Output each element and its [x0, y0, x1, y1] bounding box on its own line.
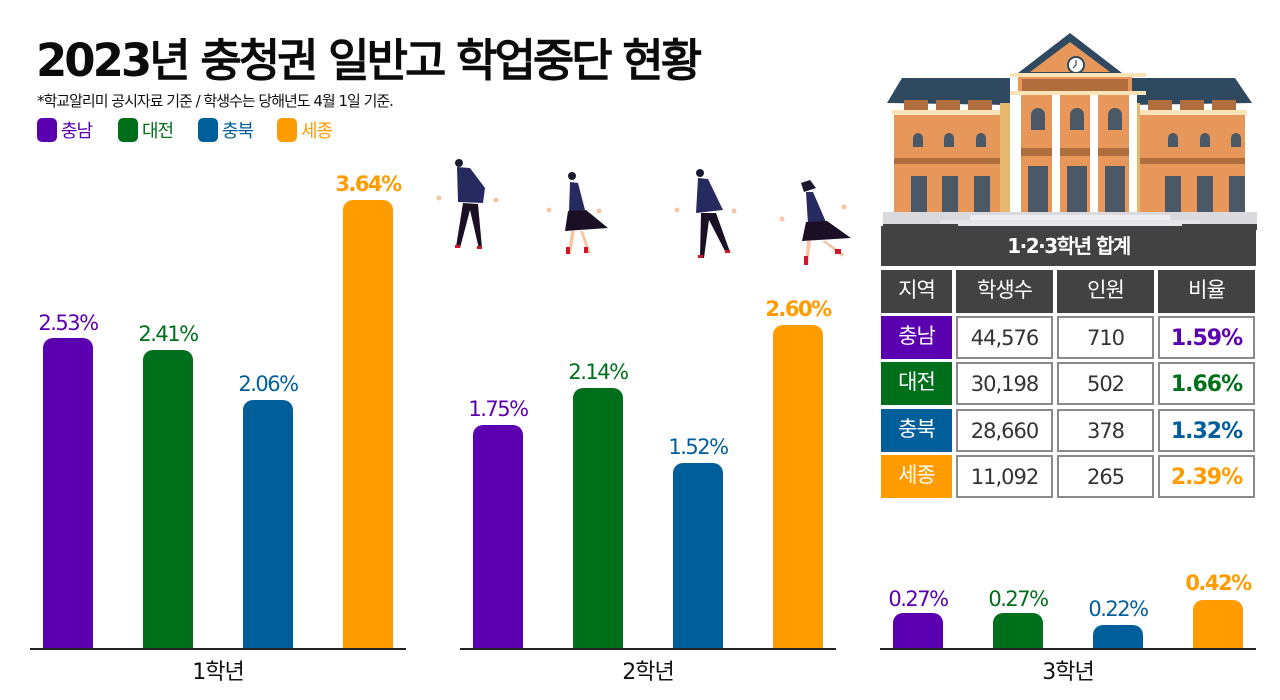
students-cell: 28,660 — [956, 409, 1053, 452]
axis-label: 2학년 — [622, 660, 674, 685]
bar-chungnam — [893, 613, 943, 649]
bar-value-daejeon: 2.41% — [138, 322, 199, 346]
legend-swatch-icon — [118, 118, 138, 142]
legend-swatch-icon — [277, 118, 297, 142]
bar-daejeon — [573, 388, 623, 649]
student-figure-icon — [546, 172, 608, 254]
bar-value-sejong: 3.64% — [335, 172, 402, 196]
table-title: 1·2·3학년 합계 — [881, 226, 1256, 266]
students-cell: 44,576 — [956, 316, 1053, 359]
source-note: *학교알리미 공시자료 기준 / 학생수는 당해년도 4월 1일 기준. — [37, 92, 394, 110]
region-cell: 세종 — [881, 455, 952, 498]
legend-label: 대전 — [142, 121, 174, 142]
bar-daejeon — [143, 350, 193, 649]
walking-students-illustration — [436, 159, 851, 265]
bar-value-sejong: 0.42% — [1185, 571, 1252, 595]
bar-chungnam — [43, 338, 93, 649]
axis-label: 1학년 — [192, 660, 244, 685]
x-axis — [880, 648, 1256, 650]
legend-swatch-icon — [198, 118, 218, 142]
legend-label: 충북 — [222, 121, 254, 142]
bar-chungnam — [473, 425, 523, 649]
bar-value-chungnam: 1.75% — [468, 397, 529, 421]
school-building-icon — [883, 33, 1257, 230]
legend-label: 세종 — [301, 121, 333, 142]
bar-value-chungnam: 2.53% — [38, 311, 99, 335]
table-header-ratio: 비율 — [1158, 270, 1255, 313]
region-cell: 대전 — [881, 362, 952, 405]
table-header-region: 지역 — [881, 270, 952, 313]
axis-label: 3학년 — [1042, 660, 1094, 685]
legend-swatch-icon — [37, 118, 57, 142]
region-cell: 충북 — [881, 409, 952, 452]
x-axis — [30, 648, 406, 650]
count-cell: 502 — [1057, 362, 1154, 405]
students-cell: 30,198 — [956, 362, 1053, 405]
student-figure-icon — [436, 159, 499, 249]
bar-value-chungnam: 0.27% — [888, 587, 949, 611]
bar-sejong — [343, 200, 393, 649]
student-figure-icon — [674, 169, 737, 258]
bar-chungbuk — [243, 400, 293, 649]
count-cell: 265 — [1057, 455, 1154, 498]
bar-daejeon — [993, 613, 1043, 649]
count-cell: 378 — [1057, 409, 1154, 452]
bar-value-chungbuk: 2.06% — [238, 372, 299, 396]
legend-label: 충남 — [61, 121, 93, 142]
students-cell: 11,092 — [956, 455, 1053, 498]
student-figure-icon — [779, 180, 851, 265]
ratio-cell: 1.59% — [1158, 316, 1255, 359]
ratio-cell: 1.32% — [1158, 409, 1255, 452]
legend-item-chungnam: 충남 — [37, 117, 93, 143]
page-title: 2023년 충청권 일반고 학업중단 현황 — [36, 34, 702, 87]
region-cell: 충남 — [881, 316, 952, 359]
legend-item-daejeon: 대전 — [118, 117, 174, 143]
bar-value-chungbuk: 0.22% — [1088, 597, 1149, 621]
legend-item-chungbuk: 충북 — [198, 117, 254, 143]
bar-sejong — [773, 325, 823, 649]
bar-value-daejeon: 0.27% — [988, 587, 1049, 611]
bar-value-chungbuk: 1.52% — [668, 435, 729, 459]
ratio-cell: 1.66% — [1158, 362, 1255, 405]
legend-item-sejong: 세종 — [277, 117, 333, 143]
bar-sejong — [1193, 600, 1243, 649]
x-axis — [460, 648, 836, 650]
ratio-cell: 2.39% — [1158, 455, 1255, 498]
table-header-students: 학생수 — [956, 270, 1053, 313]
bar-chungbuk — [1093, 625, 1143, 649]
bar-value-sejong: 2.60% — [765, 297, 832, 321]
count-cell: 710 — [1057, 316, 1154, 359]
bar-chungbuk — [673, 463, 723, 649]
bar-value-daejeon: 2.14% — [568, 360, 629, 384]
table-header-count: 인원 — [1057, 270, 1154, 313]
